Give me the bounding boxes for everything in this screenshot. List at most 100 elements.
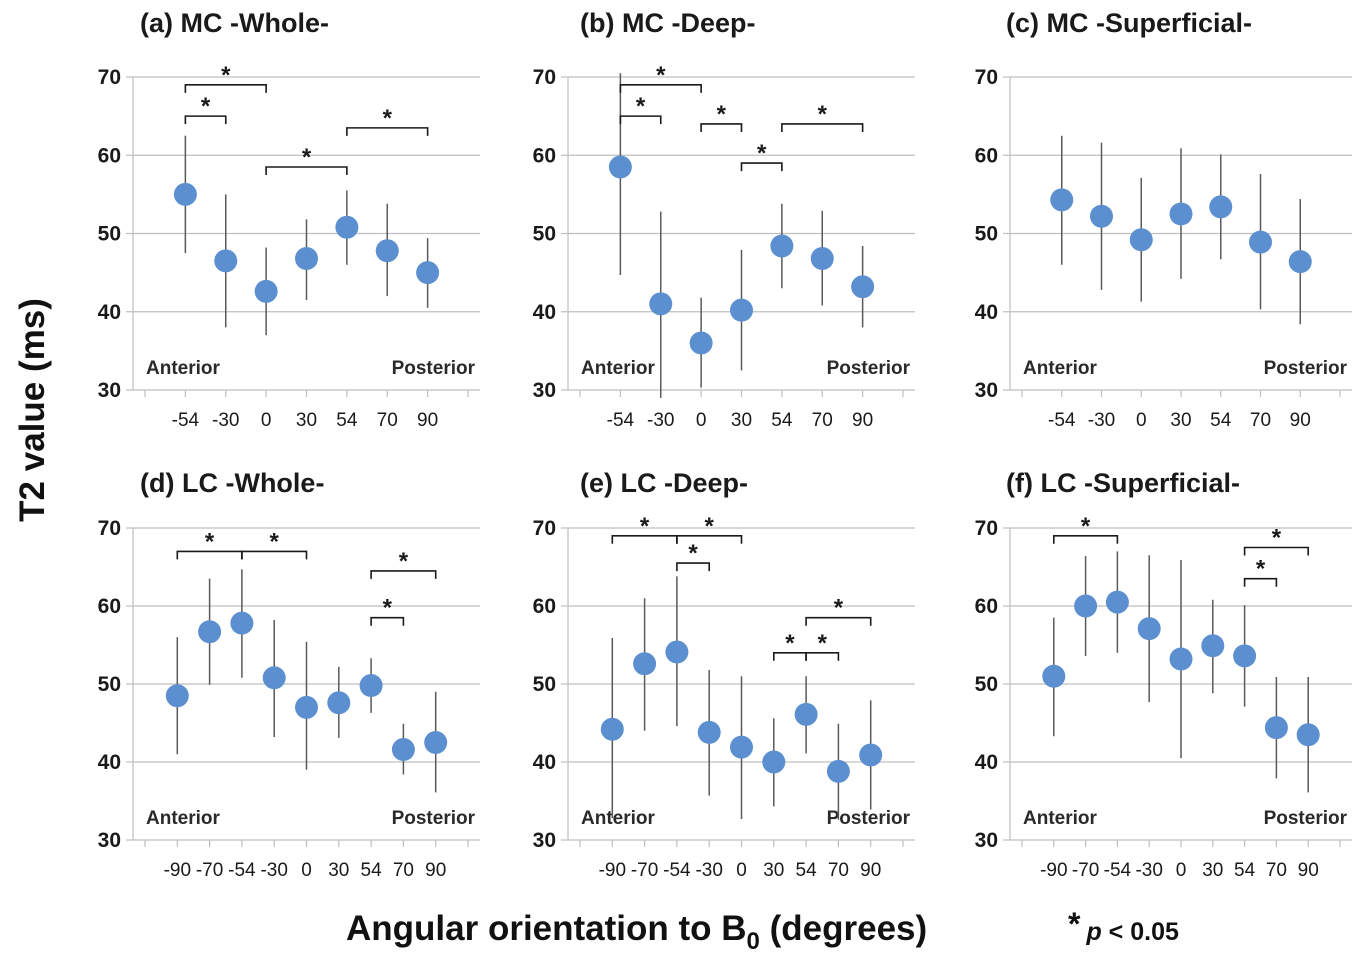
y-tick-label: 40: [975, 751, 998, 774]
significance-bracket: [676, 562, 710, 572]
data-point: [1288, 250, 1312, 274]
significance-star-mark: *: [834, 595, 844, 622]
x-tick-label: 30: [1202, 860, 1223, 881]
x-tick-label: 54: [1210, 410, 1232, 431]
significance-star-mark: *: [656, 62, 666, 89]
significance-bracket: [619, 115, 662, 125]
x-tick-label: 70: [377, 410, 398, 431]
significance-star-mark: *: [383, 105, 393, 132]
x-tick-label: 90: [425, 860, 446, 881]
x-tick-label: 90: [1290, 410, 1311, 431]
data-point: [375, 239, 399, 263]
significance-star-mark: *: [221, 62, 231, 89]
data-point: [665, 640, 689, 664]
significance-star-mark: *: [785, 630, 795, 657]
y-tick-label: 70: [533, 517, 556, 540]
x-tick-label: -70: [631, 860, 658, 881]
data-point: [1233, 644, 1257, 668]
data-point: [1129, 228, 1153, 252]
data-point: [1201, 634, 1225, 658]
significance-star-mark: *: [1081, 513, 1091, 540]
data-point: [730, 298, 753, 322]
y-tick-label: 60: [533, 144, 556, 167]
x-tick-label: 54: [361, 860, 383, 881]
data-point: [851, 275, 875, 299]
significance-bracket: [740, 162, 783, 172]
data-point: [198, 620, 222, 644]
data-point: [214, 249, 238, 273]
significance-bracket: [1243, 577, 1278, 587]
data-point: [295, 695, 318, 719]
y-tick-label: 60: [533, 595, 556, 618]
y-tick-label: 60: [98, 595, 121, 618]
anterior-label: Anterior: [1023, 808, 1098, 829]
y-tick-label: 60: [975, 144, 998, 167]
x-tick-label: -70: [1072, 860, 1099, 881]
significance-star-mark: *: [717, 101, 727, 128]
significance-bracket: [805, 652, 840, 661]
x-tick-label: 54: [771, 410, 793, 431]
y-tick-label: 30: [975, 829, 998, 852]
data-point: [391, 738, 415, 762]
y-tick-label: 50: [975, 673, 998, 696]
x-tick-label: 90: [860, 860, 881, 881]
panel-title: (e) LC -Deep-: [580, 468, 748, 498]
significance-star-mark: *: [640, 513, 650, 540]
y-tick-label: 50: [533, 673, 556, 696]
anterior-label: Anterior: [581, 808, 656, 829]
panel-title: (f) LC -Superficial-: [1006, 468, 1240, 498]
panel-title: (c) MC -Superficial-: [1006, 8, 1252, 38]
y-tick-label: 50: [975, 223, 998, 246]
data-point: [1050, 188, 1074, 212]
data-point: [1090, 204, 1113, 228]
significance-bracket: [184, 84, 267, 93]
data-point: [730, 735, 753, 759]
x-tick-label: -30: [1088, 410, 1115, 431]
significance-star-mark: *: [302, 144, 312, 171]
x-tick-label: 30: [1170, 410, 1191, 431]
y-tick-label: 30: [533, 829, 556, 852]
significance-bracket: [700, 123, 743, 132]
x-tick-label: 0: [696, 410, 707, 431]
data-point: [1209, 195, 1233, 219]
data-point: [359, 674, 383, 698]
data-point: [826, 759, 850, 783]
anterior-label: Anterior: [146, 808, 221, 829]
x-tick-label: -54: [1104, 860, 1132, 881]
y-tick-label: 40: [533, 301, 556, 324]
panel-4: (d) LC -Whole- 30 40 50 60 70 -90 -70 -54 -30 0 30 5…: [98, 468, 480, 881]
x-tick-label: -54: [228, 860, 256, 881]
data-point: [173, 182, 197, 206]
x-tick-label: 0: [1136, 410, 1147, 431]
panel-2: (b) MC -Deep- 30 40 50 60 70 -54 -30 0 30 54 70 90 An…: [533, 8, 915, 431]
x-tick-label: -30: [260, 860, 287, 881]
significance-bracket: [241, 550, 308, 560]
significance-star-mark: *: [688, 540, 698, 567]
data-point: [165, 684, 189, 708]
significance-star-mark: *: [705, 513, 715, 540]
y-tick-label: 30: [533, 379, 556, 402]
y-tick-label: 70: [98, 517, 121, 540]
y-tick-label: 60: [98, 144, 121, 167]
anterior-label: Anterior: [581, 358, 656, 379]
data-point: [262, 666, 286, 690]
x-tick-label: 90: [852, 410, 873, 431]
y-tick-label: 30: [98, 829, 121, 852]
y-tick-label: 70: [975, 66, 998, 89]
data-point: [416, 261, 440, 285]
x-axis-label: Angular orientation to B0 (degrees): [346, 909, 927, 955]
data-point: [1296, 723, 1320, 747]
data-point: [1169, 647, 1193, 671]
panel-3: (c) MC -Superficial- 30 40 50 60 70 -54 -30 0 30 5…: [975, 8, 1352, 431]
x-tick-label: 70: [828, 860, 849, 881]
y-tick-label: 70: [975, 517, 998, 540]
panel-5: (e) LC -Deep- 30 40 50 60 70 -90 -70 -54 -30 0 30 54…: [533, 468, 915, 881]
y-tick-label: 40: [533, 751, 556, 774]
data-point: [608, 155, 632, 179]
significance-star-mark: *: [1272, 525, 1282, 552]
x-tick-label: 90: [1298, 860, 1319, 881]
x-tick-label: 70: [393, 860, 414, 881]
x-tick-label: -30: [1135, 860, 1162, 881]
anterior-label: Anterior: [146, 358, 221, 379]
